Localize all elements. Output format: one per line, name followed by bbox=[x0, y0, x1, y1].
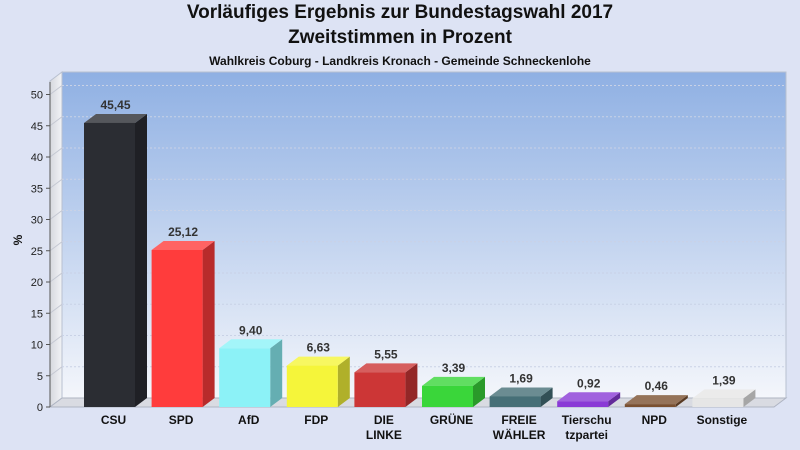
bar-front bbox=[286, 365, 338, 407]
y-tick-label: 25 bbox=[31, 246, 43, 258]
x-tick-label: GRÜNE bbox=[430, 412, 473, 427]
bar-top bbox=[354, 363, 418, 373]
bar-front bbox=[422, 385, 473, 407]
bar-side bbox=[270, 339, 283, 407]
grid-side-line bbox=[49, 147, 63, 158]
data-label: 25,12 bbox=[168, 225, 198, 239]
bar-side bbox=[675, 395, 688, 407]
grid-side-line bbox=[49, 210, 63, 220]
y-tick-label: 0 bbox=[37, 402, 43, 414]
bar-side bbox=[337, 356, 350, 407]
chart-header: Vorläufiges Ergebnis zur Bundestagswahl … bbox=[0, 0, 800, 68]
bar-top bbox=[422, 376, 485, 386]
bar-front bbox=[624, 404, 676, 407]
bar-front bbox=[219, 348, 271, 407]
y-tick-label: 45 bbox=[31, 121, 43, 133]
x-tick-label: AfD bbox=[238, 413, 260, 427]
chart-title-line-1: Vorläufiges Ergebnis zur Bundestagswahl … bbox=[186, 2, 614, 23]
grid-side-line bbox=[49, 241, 63, 252]
bar bbox=[84, 113, 147, 407]
bar-side bbox=[608, 392, 621, 407]
bar-front bbox=[489, 396, 541, 407]
y-tick-label: 5 bbox=[37, 371, 43, 383]
bar-front bbox=[354, 372, 406, 407]
grid-side-line bbox=[49, 272, 63, 283]
y-tick-label: 10 bbox=[31, 340, 43, 352]
data-label: 0,46 bbox=[645, 379, 669, 393]
bar-front bbox=[692, 398, 744, 407]
bar bbox=[489, 387, 553, 407]
bar-top bbox=[151, 241, 215, 250]
y-axis-label: % bbox=[11, 234, 25, 245]
y-tick-label: 15 bbox=[31, 308, 43, 320]
bar bbox=[354, 363, 418, 407]
x-tick-label: Tierschu tzpartei bbox=[562, 413, 612, 442]
bar-side bbox=[540, 387, 553, 407]
grid-side-line bbox=[49, 366, 63, 377]
bar bbox=[151, 241, 215, 407]
bar-top bbox=[286, 356, 350, 366]
grid-side-line bbox=[49, 335, 63, 345]
bar-side bbox=[405, 363, 418, 407]
grid-side-line bbox=[49, 303, 63, 314]
bar-top bbox=[692, 389, 756, 399]
x-tick-label: NPD bbox=[642, 413, 668, 427]
bar-top bbox=[84, 113, 147, 123]
y-tick-label: 20 bbox=[31, 277, 43, 289]
data-label: 45,45 bbox=[100, 98, 130, 112]
y-tick-label: 35 bbox=[31, 183, 43, 195]
x-tick-label: DIE LINKE bbox=[366, 413, 402, 442]
bar bbox=[219, 339, 283, 407]
bar bbox=[624, 395, 688, 407]
data-label: 6,63 bbox=[307, 341, 331, 355]
bar bbox=[286, 356, 350, 407]
bar-top bbox=[557, 392, 621, 402]
data-label: 9,40 bbox=[239, 323, 263, 337]
y-tick-label: 50 bbox=[31, 90, 43, 102]
bar-side bbox=[473, 376, 485, 407]
data-label: 1,69 bbox=[509, 371, 533, 385]
x-tick-label: FDP bbox=[304, 413, 328, 427]
y-tick-label: 30 bbox=[31, 215, 43, 227]
x-tick-label: FREIE WÄHLER bbox=[493, 413, 546, 442]
bar-side bbox=[135, 113, 147, 407]
y-tick-label: 40 bbox=[31, 152, 43, 164]
data-label: 1,39 bbox=[712, 373, 736, 387]
bar-side bbox=[202, 241, 215, 407]
chart-subtitle: Wahlkreis Coburg - Landkreis Kronach - G… bbox=[209, 54, 591, 68]
plot-side-wall bbox=[49, 71, 63, 408]
bar-top bbox=[219, 339, 283, 349]
x-tick-label: Sonstige bbox=[697, 413, 748, 427]
bar bbox=[557, 392, 621, 407]
bar-front bbox=[557, 401, 609, 407]
bar-top bbox=[489, 387, 553, 397]
data-label: 3,39 bbox=[442, 361, 466, 375]
bar-front bbox=[151, 250, 203, 407]
x-tick-label: CSU bbox=[101, 413, 126, 427]
bar bbox=[692, 389, 756, 407]
bar-front bbox=[84, 122, 135, 407]
bar bbox=[422, 376, 485, 407]
bar-top bbox=[624, 395, 688, 405]
data-label: 5,55 bbox=[374, 347, 398, 361]
bar-side bbox=[743, 389, 756, 407]
grid-side-line bbox=[49, 178, 63, 189]
chart-title-line-2: Zweitstimmen in Prozent bbox=[288, 27, 512, 48]
data-label: 0,92 bbox=[577, 376, 601, 390]
grid-side-line bbox=[49, 116, 63, 127]
grid-side-line bbox=[49, 85, 63, 95]
x-tick-label: SPD bbox=[169, 413, 194, 427]
